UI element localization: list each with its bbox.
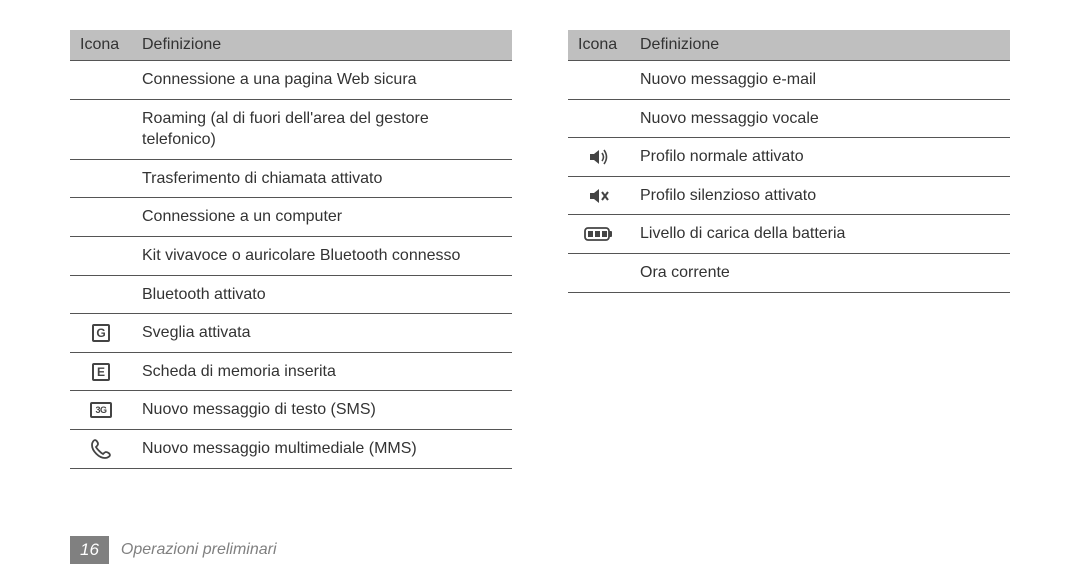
battery-icon xyxy=(584,224,614,244)
icon-cell xyxy=(70,159,132,198)
g-icon: G xyxy=(92,324,110,342)
table-row: Nuovo messaggio multimediale (MMS) xyxy=(70,429,512,468)
definition-cell: Trasferimento di chiamata attivato xyxy=(132,159,512,198)
table-row: Roaming (al di fuori dell'area del gesto… xyxy=(70,99,512,159)
definition-cell: Kit vivavoce o auricolare Bluetooth conn… xyxy=(132,236,512,275)
icon-cell xyxy=(568,99,630,138)
definition-cell: Profilo normale attivato xyxy=(630,138,1010,177)
right-column: Icona Definizione Nuovo messaggio e-mail… xyxy=(568,30,1010,469)
left-column: Icona Definizione Connessione a una pagi… xyxy=(70,30,512,469)
3g-icon: 3G xyxy=(90,402,112,418)
definition-cell: Connessione a un computer xyxy=(132,198,512,237)
mute-icon xyxy=(587,184,611,208)
definition-cell: Sveglia attivata xyxy=(132,314,512,353)
right-table: Icona Definizione Nuovo messaggio e-mail… xyxy=(568,30,1010,293)
left-table: Icona Definizione Connessione a una pagi… xyxy=(70,30,512,469)
table-row: Livello di carica della batteria xyxy=(568,215,1010,254)
section-title: Operazioni preliminari xyxy=(121,541,277,559)
icon-cell xyxy=(70,236,132,275)
table-row: Connessione a una pagina Web sicura xyxy=(70,61,512,100)
icon-cell xyxy=(568,253,630,292)
table-row: Kit vivavoce o auricolare Bluetooth conn… xyxy=(70,236,512,275)
icon-cell: E xyxy=(70,352,132,391)
definition-cell: Connessione a una pagina Web sicura xyxy=(132,61,512,100)
definition-cell: Bluetooth attivato xyxy=(132,275,512,314)
icon-cell xyxy=(70,429,132,468)
table-row: Nuovo messaggio vocale xyxy=(568,99,1010,138)
definition-cell: Scheda di memoria inserita xyxy=(132,352,512,391)
definition-cell: Nuovo messaggio vocale xyxy=(630,99,1010,138)
definition-cell: Nuovo messaggio multimediale (MMS) xyxy=(132,429,512,468)
icon-cell xyxy=(568,215,630,254)
icon-cell xyxy=(568,176,630,215)
icon-cell xyxy=(70,198,132,237)
icon-cell: G xyxy=(70,314,132,353)
table-row: 3G Nuovo messaggio di testo (SMS) xyxy=(70,391,512,430)
definition-cell: Nuovo messaggio e-mail xyxy=(630,61,1010,100)
header-icon: Icona xyxy=(70,30,132,61)
icon-cell xyxy=(70,61,132,100)
page-content: Icona Definizione Connessione a una pagi… xyxy=(0,0,1080,469)
speaker-icon xyxy=(587,145,611,169)
footer: 16 Operazioni preliminari xyxy=(70,536,277,564)
definition-cell: Profilo silenzioso attivato xyxy=(630,176,1010,215)
e-icon: E xyxy=(92,363,110,381)
icon-cell xyxy=(568,138,630,177)
header-icon: Icona xyxy=(568,30,630,61)
table-row: Connessione a un computer xyxy=(70,198,512,237)
table-row: Nuovo messaggio e-mail xyxy=(568,61,1010,100)
header-definition: Definizione xyxy=(132,30,512,61)
definition-cell: Roaming (al di fuori dell'area del gesto… xyxy=(132,99,512,159)
icon-cell: 3G xyxy=(70,391,132,430)
table-row: Trasferimento di chiamata attivato xyxy=(70,159,512,198)
icon-cell xyxy=(70,275,132,314)
table-row: Ora corrente xyxy=(568,253,1010,292)
table-row: Bluetooth attivato xyxy=(70,275,512,314)
page-number: 16 xyxy=(70,536,109,564)
phone-icon xyxy=(89,437,113,461)
icon-cell xyxy=(568,61,630,100)
table-row: Profilo silenzioso attivato xyxy=(568,176,1010,215)
icon-cell xyxy=(70,99,132,159)
definition-cell: Nuovo messaggio di testo (SMS) xyxy=(132,391,512,430)
table-row: E Scheda di memoria inserita xyxy=(70,352,512,391)
header-definition: Definizione xyxy=(630,30,1010,61)
table-row: Profilo normale attivato xyxy=(568,138,1010,177)
definition-cell: Livello di carica della batteria xyxy=(630,215,1010,254)
definition-cell: Ora corrente xyxy=(630,253,1010,292)
table-row: G Sveglia attivata xyxy=(70,314,512,353)
